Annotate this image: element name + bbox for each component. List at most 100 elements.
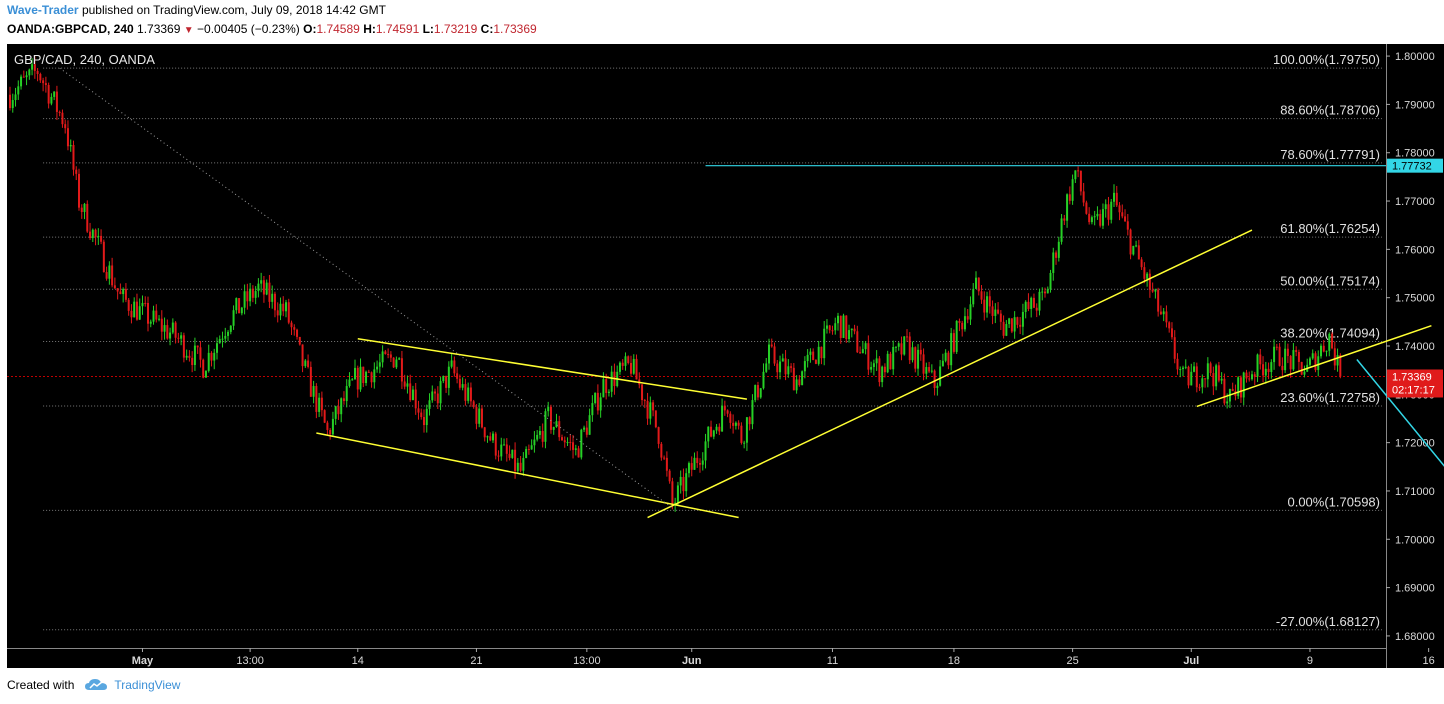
candle-body [1060,218,1063,242]
x-tick-label: 16 [1423,655,1435,667]
candle-body [1325,350,1328,352]
candle-body [420,412,423,418]
candle-body [406,383,409,387]
candle-body [61,112,64,125]
fib-level-label: 50.00%(1.75174) [1280,273,1380,288]
candle-body [177,337,180,339]
candle-body [28,69,31,76]
candle-body [50,96,53,104]
candle-body [610,371,613,392]
candle-body [723,405,726,411]
candle-body [607,391,610,393]
candle-body [516,462,519,471]
candle-body [376,366,379,370]
candle-body [75,169,78,174]
y-tick-label: 1.74000 [1395,341,1435,353]
candle-body [25,75,28,78]
candle-body [1182,367,1184,370]
candle-body [155,310,158,320]
candle-body [848,330,851,340]
candle-body [235,298,238,311]
candle-body [1148,273,1151,290]
trendline [647,229,1253,519]
candle-body [839,315,842,338]
candle-body [999,313,1002,322]
candle-body [492,433,494,441]
candle-body [583,427,586,430]
candle-body [1251,374,1253,380]
candle-body [207,352,210,371]
candle-body [1209,363,1212,374]
candle-body [897,343,900,347]
candle-body [1032,297,1035,308]
candle-body [665,457,668,471]
trendline [1196,324,1432,408]
candle-body [792,367,795,391]
candle-body [856,331,859,353]
y-tick-label: 1.76000 [1395,244,1435,256]
candle-body [1297,351,1300,362]
candle-body [1245,372,1248,379]
x-tick-label: 11 [827,655,838,667]
candle-body [254,291,257,298]
candle-body [39,73,42,81]
author-link[interactable]: Wave-Trader [7,3,79,17]
y-tick-label: 1.78000 [1395,148,1435,160]
candle-body [988,296,991,307]
x-tick-label: 18 [948,655,960,667]
candle-body [265,282,268,295]
candle-body [469,387,472,402]
x-tick-label: 14 [352,655,364,667]
candle-body [569,442,572,444]
candle-body [392,357,395,368]
x-tick-label: 13:00 [573,655,601,667]
candle-body [503,444,506,446]
candle-body [290,322,293,328]
candle-body [1264,368,1267,376]
candle-body [1253,374,1256,377]
candle-body [710,426,713,437]
candle-body [180,335,183,339]
candle-body [881,366,884,383]
candle-body [917,349,920,369]
candle-body [1137,245,1140,260]
candle-body [80,207,83,212]
candle-body [872,363,875,368]
candle-body [671,481,674,505]
candle-body [591,403,594,416]
candle-body [423,417,425,426]
candle-body [439,381,442,404]
candle-body [1270,362,1273,373]
candle-body [298,336,301,345]
candle-body [1099,213,1102,226]
candle-body [820,346,823,359]
candle-body [1041,291,1044,293]
candle-body [1242,372,1245,398]
candle-body [337,406,340,415]
candle-body [378,362,381,367]
candle-body [511,449,514,458]
candle-body [483,427,486,438]
candle-body [627,356,630,363]
retracement-diagonal [59,67,673,509]
candle-body [693,457,696,470]
candle-body [1063,218,1066,221]
candle-body [690,463,693,470]
candle-body [991,306,994,316]
candle-body [1079,170,1082,192]
candle-body [1049,272,1052,290]
candle-body [798,379,801,386]
candle-body [1259,354,1262,365]
candle-body [1303,371,1306,375]
candle-body [450,360,453,367]
tradingview-link[interactable]: TradingView [114,678,181,692]
candle-body [624,356,627,366]
candle-body [654,410,657,428]
candle-body [425,408,428,426]
candle-body [1328,333,1331,351]
candle-body [1126,221,1129,230]
candle-body [966,316,969,320]
candle-body [875,358,878,364]
candle-body [367,371,370,373]
